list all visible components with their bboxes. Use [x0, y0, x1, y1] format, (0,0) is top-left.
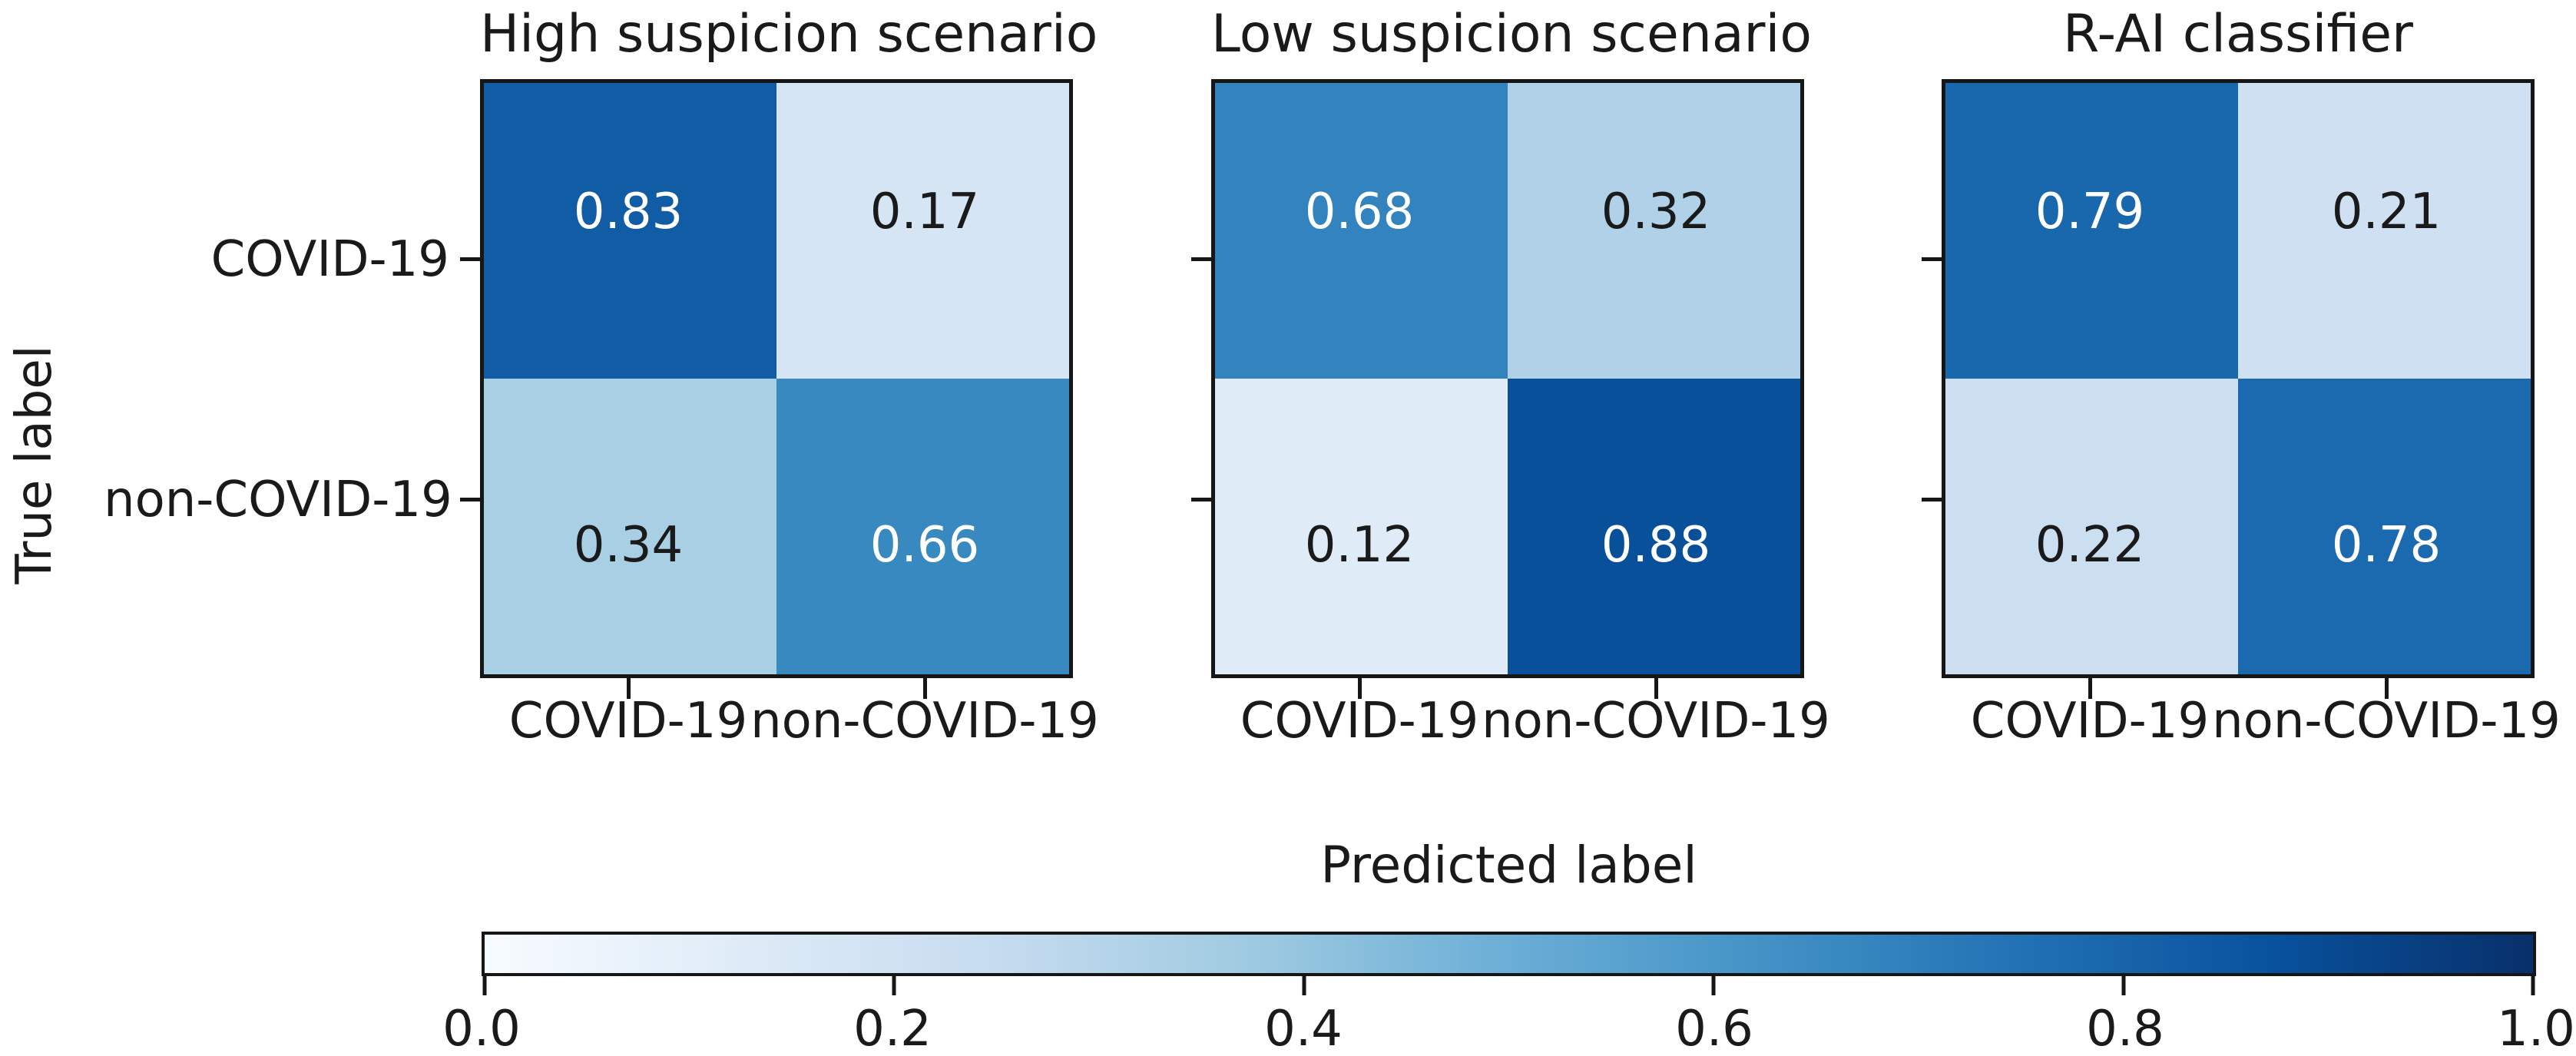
- cell-value: 0.66: [869, 517, 980, 574]
- colorbar-tick-label: 1.0: [2497, 1001, 2575, 1056]
- panel-low-suspicion: Low suspicion scenario 0.68 0.32 0.12 0.…: [1191, 4, 1830, 750]
- colorbar-tick-labels: 0.0 0.2 0.4 0.6 0.8 1.0: [442, 1001, 2575, 1056]
- confusion-matrix-heatmap: [1211, 79, 1804, 678]
- x-tick-mark: [1358, 678, 1362, 699]
- colorbar-tick-mark: [2531, 976, 2535, 995]
- x-tick-mark: [1654, 678, 1658, 699]
- colorbar-tick-label: 0.0: [442, 1001, 521, 1056]
- colorbar-tick-mark: [1711, 976, 1716, 995]
- confusion-matrix-heatmap: [480, 79, 1073, 678]
- cell-value: 0.34: [573, 517, 684, 574]
- x-tick-label: COVID-19: [508, 693, 748, 750]
- confusion-matrix-heatmap: [1942, 79, 2535, 678]
- colorbar-tick-label: 0.8: [2086, 1001, 2164, 1056]
- cell-value: 0.12: [1304, 517, 1415, 574]
- colorbar-tick-mark: [1302, 976, 1306, 995]
- matrix-cell: [1945, 379, 2238, 674]
- cell-value: 0.79: [2035, 184, 2145, 240]
- y-tick-mark: [1191, 498, 1211, 502]
- y-axis-label: True label: [6, 345, 63, 584]
- matrix-cell: [1945, 83, 2238, 379]
- x-tick-mark: [923, 678, 927, 699]
- y-tick-mark: [460, 257, 480, 261]
- colorbar-tick-mark: [482, 976, 487, 995]
- x-tick-mark: [2088, 678, 2092, 699]
- colorbar-tick-label: 0.2: [853, 1001, 932, 1056]
- y-tick-mark: [1191, 257, 1211, 261]
- x-tick-label: non-COVID-19: [750, 693, 1099, 750]
- x-tick-mark: [627, 678, 631, 699]
- panel-title: Low suspicion scenario: [1211, 4, 1812, 65]
- x-tick-label: COVID-19: [1970, 693, 2210, 750]
- colorbar-tick-label: 0.6: [1675, 1001, 1753, 1056]
- colorbar-tick-mark: [892, 976, 896, 995]
- x-tick-label: non-COVID-19: [2212, 693, 2561, 750]
- matrix-cell: [2238, 83, 2531, 379]
- x-tick-mark: [2385, 678, 2389, 699]
- cell-value: 0.68: [1304, 184, 1415, 240]
- y-tick-mark: [460, 498, 480, 502]
- panel-rai-classifier: R-AI classifier 0.79 0.21 0.22 0.78 COVI…: [1922, 4, 2561, 750]
- y-tick-mark: [1922, 257, 1942, 261]
- cell-value: 0.17: [869, 184, 980, 240]
- matrix-cell: [1508, 83, 1800, 379]
- matrix-cell: [1508, 379, 1800, 674]
- matrix-cell: [484, 83, 776, 379]
- colorbar: [482, 932, 2536, 995]
- matrix-cell: [776, 83, 1069, 379]
- y-tick-label: non-COVID-19: [104, 472, 452, 528]
- colorbar-tick-mark: [2121, 976, 2126, 995]
- colorbar-tick-label: 0.4: [1264, 1001, 1343, 1056]
- matrix-cell: [1215, 379, 1508, 674]
- panel-title: High suspicion scenario: [480, 4, 1098, 65]
- y-tick-label: COVID-19: [210, 231, 449, 288]
- matrix-cell: [484, 379, 776, 674]
- x-tick-label: COVID-19: [1240, 693, 1479, 750]
- panel-high-suspicion: High suspicion scenario 0.83 0.17 0.34 0…: [104, 4, 1099, 750]
- cell-value: 0.22: [2035, 517, 2145, 574]
- x-axis-label: Predicted label: [1320, 836, 1697, 895]
- cell-value: 0.88: [1601, 517, 1711, 574]
- matrix-cell: [2238, 379, 2531, 674]
- cell-value: 0.32: [1601, 184, 1711, 240]
- matrix-cell: [776, 379, 1069, 674]
- panel-title: R-AI classifier: [2062, 4, 2414, 65]
- cell-value: 0.83: [573, 184, 684, 240]
- matrix-cell: [1215, 83, 1508, 379]
- cell-value: 0.21: [2331, 184, 2442, 240]
- y-tick-mark: [1922, 498, 1942, 502]
- x-tick-label: non-COVID-19: [1482, 693, 1830, 750]
- cell-value: 0.78: [2331, 517, 2442, 574]
